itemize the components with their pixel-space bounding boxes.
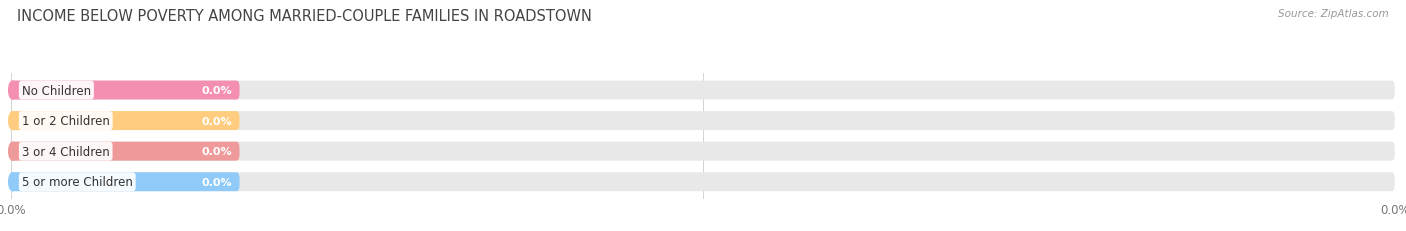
FancyBboxPatch shape — [11, 81, 239, 100]
FancyBboxPatch shape — [11, 112, 1395, 131]
Text: Source: ZipAtlas.com: Source: ZipAtlas.com — [1278, 9, 1389, 19]
Text: 0.0%: 0.0% — [202, 86, 232, 96]
FancyBboxPatch shape — [11, 173, 239, 191]
Text: 3 or 4 Children: 3 or 4 Children — [22, 145, 110, 158]
Circle shape — [8, 173, 17, 191]
Text: 0.0%: 0.0% — [202, 116, 232, 126]
FancyBboxPatch shape — [11, 173, 1395, 191]
Text: 0.0%: 0.0% — [202, 177, 232, 187]
Text: No Children: No Children — [22, 84, 91, 97]
Text: INCOME BELOW POVERTY AMONG MARRIED-COUPLE FAMILIES IN ROADSTOWN: INCOME BELOW POVERTY AMONG MARRIED-COUPL… — [17, 9, 592, 24]
FancyBboxPatch shape — [11, 112, 239, 131]
FancyBboxPatch shape — [11, 81, 1395, 100]
Text: 1 or 2 Children: 1 or 2 Children — [22, 115, 110, 128]
Circle shape — [8, 82, 17, 100]
FancyBboxPatch shape — [11, 142, 1395, 161]
Circle shape — [8, 143, 17, 161]
Text: 5 or more Children: 5 or more Children — [22, 176, 132, 188]
Circle shape — [8, 112, 17, 130]
FancyBboxPatch shape — [11, 142, 239, 161]
Text: 0.0%: 0.0% — [202, 146, 232, 156]
